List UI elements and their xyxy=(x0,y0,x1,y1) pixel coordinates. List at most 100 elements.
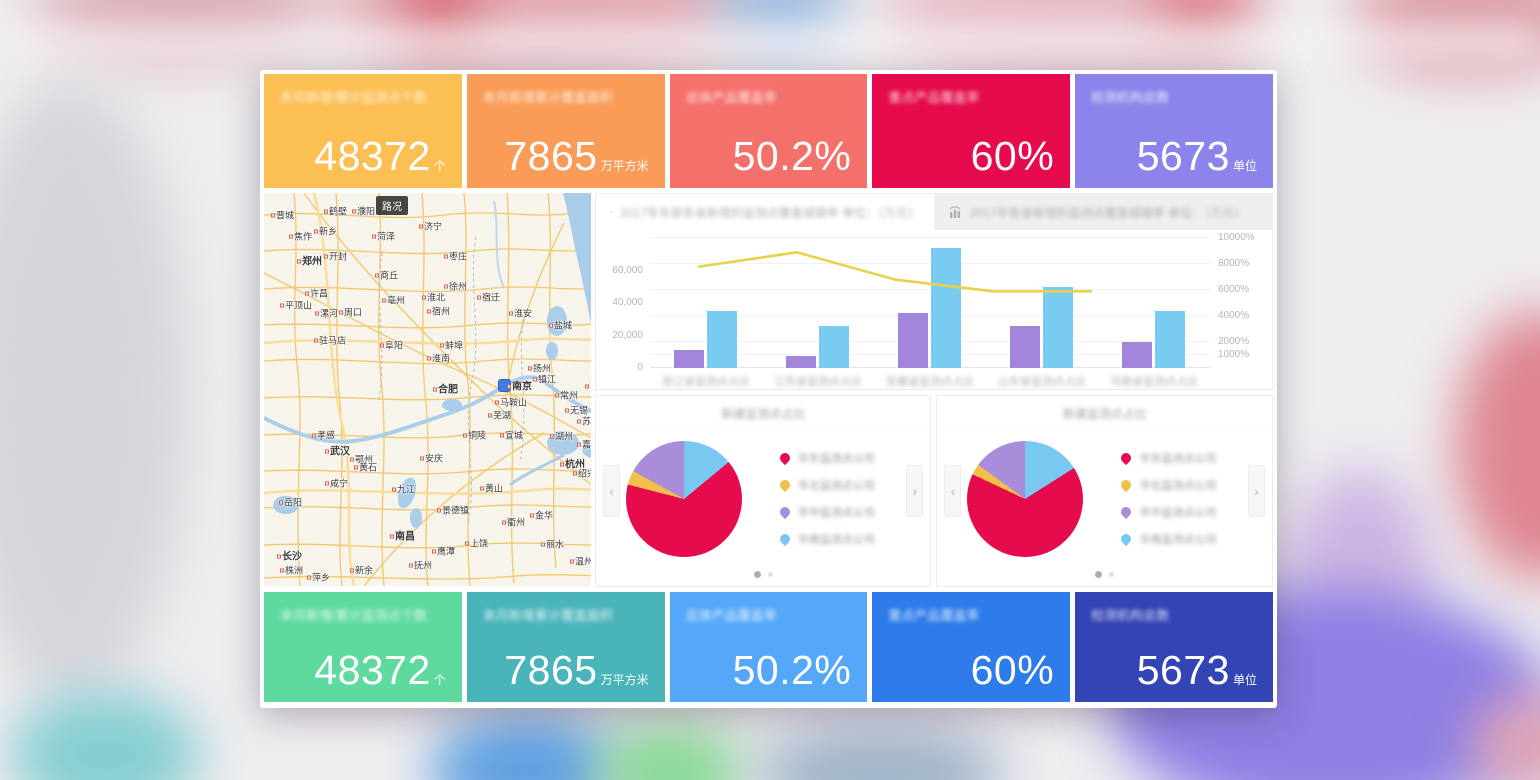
stat-card-unit: 个 xyxy=(433,159,446,173)
stat-card-unit: 单位 xyxy=(1232,673,1257,687)
map-city-label: 芜湖 xyxy=(488,409,511,422)
background-blob xyxy=(10,690,200,780)
background-blob xyxy=(595,725,745,780)
map-panel[interactable]: 路况 晋城 鹤壁 濮阳 济宁 新乡 焦作 菏泽 郑州 开封 枣庄 商丘 徐州 许昌 平顶山 漯河 周口 亳州 淮北… xyxy=(264,193,591,586)
x-axis-labels: 浙江省监测点占比 江苏省监测点占比 安徽省监测点占比 山东省监测点占比 河南省监测点占比 xyxy=(650,373,1210,389)
right-column: 2017年东部各省新增的监测点覆盖城镇率 单位：（万元） 2017年各省新增的监测… xyxy=(594,193,1274,587)
city-dot-icon xyxy=(280,303,284,308)
city-dot-icon xyxy=(271,213,275,218)
stat-card-number: 48372 xyxy=(314,647,431,693)
hongze-lake xyxy=(547,306,567,336)
legend-item: 华东监测点公司 xyxy=(1119,450,1216,466)
map-city-label: 安庆 xyxy=(420,452,443,465)
pie-panel: 新建监测点占比 华东监测点公司 华北监测点公司 华中监测点公司 华南监测点公司 ‹ › xyxy=(594,395,932,587)
map-city-label: 衢州 xyxy=(502,516,525,529)
right-axis-tick: 2000% xyxy=(1218,336,1250,347)
map-city-label: 抚州 xyxy=(409,559,432,572)
city-dot-icon xyxy=(433,387,437,392)
map-city-label: 丽水 xyxy=(541,538,564,551)
map-city-label: 郑州 xyxy=(297,253,322,268)
carousel-next-button[interactable]: › xyxy=(906,465,924,517)
map-city-label: 济宁 xyxy=(419,220,442,233)
city-dot-icon xyxy=(339,310,343,315)
city-dot-icon xyxy=(314,229,318,234)
city-dot-icon xyxy=(305,291,309,296)
city-dot-icon xyxy=(530,513,534,518)
city-dot-icon xyxy=(352,209,356,214)
city-dot-icon xyxy=(541,542,545,547)
left-axis-tick: 20,000 xyxy=(612,329,643,341)
city-dot-icon xyxy=(314,338,318,343)
map-city-label: 濮阳 xyxy=(352,205,375,218)
map-city-label: 阜阳 xyxy=(380,339,403,352)
city-dot-icon xyxy=(350,568,354,573)
city-dot-icon xyxy=(325,449,329,454)
carousel-dot[interactable] xyxy=(1095,571,1103,578)
city-dot-icon xyxy=(390,534,394,539)
bar-groups xyxy=(650,238,1210,368)
bottom-stat-cards: 本月新增/累计监测点个数 48372 个本月新增累计覆盖面积 7865 万平方米 总体产品… xyxy=(264,592,1273,702)
stat-card-number: 50.2% xyxy=(732,133,852,179)
chart-gridline xyxy=(649,315,1210,316)
city-dot-icon xyxy=(312,433,316,438)
stat-card: 本月新增累计覆盖面积 7865 万平方米 xyxy=(466,592,665,702)
carousel-prev-button[interactable]: ‹ xyxy=(944,465,962,517)
map-city-label: 景德镇 xyxy=(437,504,469,517)
carousel-dot[interactable] xyxy=(1109,572,1115,577)
stat-card-number: 5673 xyxy=(1136,647,1230,693)
map-city-label: 商丘 xyxy=(375,269,398,282)
map-city-label: 蚌埠 xyxy=(440,339,463,352)
stat-card: 重点产品覆盖率 60% xyxy=(872,74,1071,188)
traffic-badge[interactable]: 路况 xyxy=(376,196,408,215)
map-city-label: 徐州 xyxy=(444,280,467,293)
carousel-dot[interactable] xyxy=(767,572,773,577)
map-city-label: 驻马店 xyxy=(314,334,346,347)
pie-panel-title: 新建监测点占比 xyxy=(595,396,931,431)
city-dot-icon xyxy=(420,456,424,461)
legend-label: 华中监测点公司 xyxy=(797,507,875,519)
stat-card: 本月新增/累计监测点个数 48372 个 xyxy=(264,592,462,702)
stat-card-number: 50.2% xyxy=(732,647,852,693)
map-city-label: 许昌 xyxy=(305,287,328,300)
poyang-lake xyxy=(397,477,417,509)
city-dot-icon xyxy=(573,471,577,476)
map-city-label: 宿州 xyxy=(427,305,450,318)
city-dot-icon xyxy=(279,500,283,505)
city-dot-icon xyxy=(477,295,481,300)
carousel-next-button[interactable]: › xyxy=(1248,465,1266,517)
chart-tab[interactable]: 2017年各省新增的监测点覆盖城镇率 单位：（万元） xyxy=(933,194,1273,230)
chart-gridline xyxy=(649,237,1210,238)
stat-card-value: 7865 万平方米 xyxy=(504,133,648,180)
stat-card-number: 60% xyxy=(970,133,1055,179)
bar xyxy=(819,325,850,368)
stat-card-title: 重点产品覆盖率 xyxy=(888,90,980,105)
city-dot-icon xyxy=(380,343,384,348)
map-city-label: 宿迁 xyxy=(477,291,500,304)
stat-card-value: 5673 单位 xyxy=(1137,647,1257,694)
map-city-label: 盐城 xyxy=(549,319,572,332)
map-city-label: 绍兴 xyxy=(573,467,591,480)
city-dot-icon xyxy=(463,433,467,438)
chart-tab[interactable]: 2017年东部各省新增的监测点覆盖城镇率 单位：（万元） xyxy=(595,194,934,230)
carousel-prev-button[interactable]: ‹ xyxy=(602,465,620,517)
city-dot-icon xyxy=(427,309,431,314)
stat-card-number: 7865 xyxy=(504,647,598,693)
legend-marker-icon xyxy=(1119,531,1134,547)
right-axis-tick: 1000% xyxy=(1218,349,1250,360)
bar-group xyxy=(1010,286,1074,368)
map-city-label: 咸宁 xyxy=(325,477,348,490)
city-dot-icon xyxy=(432,549,436,554)
stat-card-title: 本月新增/累计监测点个数 xyxy=(280,90,427,105)
pie-panel-body: 华东监测点公司 华北监测点公司 华中监测点公司 华南监测点公司 xyxy=(937,431,1272,566)
city-dot-icon xyxy=(297,259,301,264)
right-axis-tick: 6000% xyxy=(1218,284,1250,295)
legend-label: 华北监测点公司 xyxy=(1139,480,1217,492)
stat-card: 本月新增累计覆盖面积 7865 万平方米 xyxy=(466,74,665,188)
city-dot-icon xyxy=(419,224,423,229)
carousel-dot[interactable] xyxy=(753,571,761,578)
map-city-label: 菏泽 xyxy=(372,230,395,243)
city-dot-icon xyxy=(280,568,284,573)
map-city-label: 南京 xyxy=(507,378,532,393)
chart-gridline xyxy=(649,354,1210,355)
map-city-label: 金华 xyxy=(530,509,553,522)
